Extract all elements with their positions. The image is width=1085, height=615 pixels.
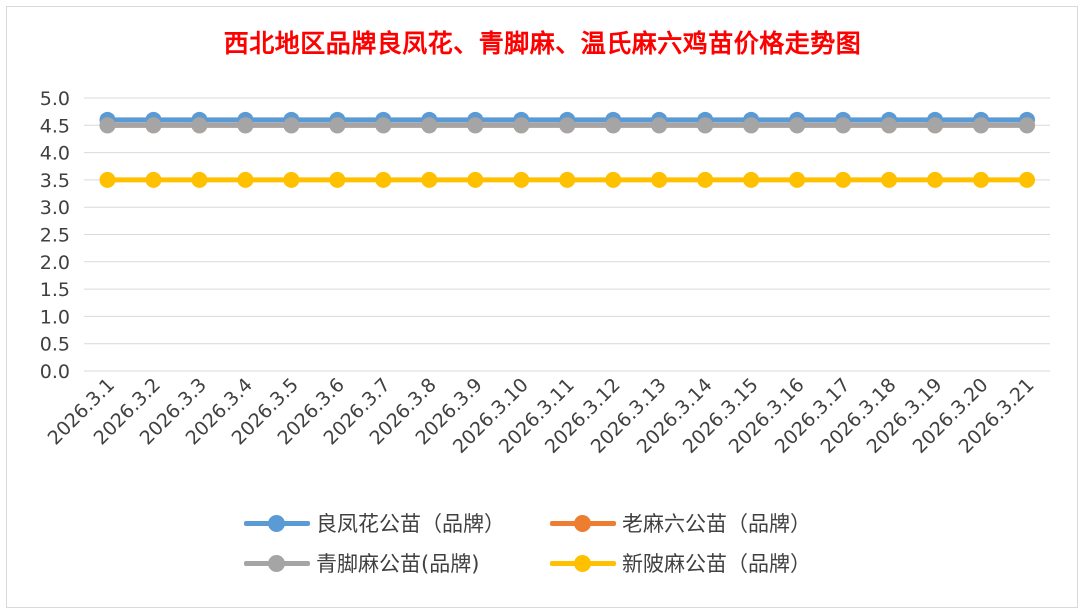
chart-title: 西北地区品牌良凤花、青脚麻、温氏麻六鸡苗价格走势图 bbox=[223, 29, 862, 58]
legend-item-xinpima: 新陂麻公苗（品牌） bbox=[550, 548, 811, 578]
data-point bbox=[605, 171, 622, 188]
data-point bbox=[559, 117, 576, 134]
data-point bbox=[375, 117, 392, 134]
data-point bbox=[329, 171, 346, 188]
data-point bbox=[191, 171, 208, 188]
data-point bbox=[927, 117, 944, 134]
legend-swatch-laomaliu bbox=[550, 508, 616, 538]
y-tick-label: 1.5 bbox=[40, 279, 70, 301]
legend-label-liangfenghua: 良凤花公苗（品牌） bbox=[316, 512, 505, 536]
data-point bbox=[467, 117, 484, 134]
legend-marker bbox=[268, 515, 285, 532]
data-point bbox=[789, 171, 806, 188]
legend-swatch-liangfenghua bbox=[244, 508, 310, 538]
y-tick-label: 5.0 bbox=[40, 88, 70, 110]
y-tick-label: 4.0 bbox=[40, 143, 70, 165]
data-point bbox=[513, 117, 530, 134]
data-point bbox=[973, 117, 990, 134]
legend-marker bbox=[574, 515, 591, 532]
data-point bbox=[881, 171, 898, 188]
data-point bbox=[605, 117, 622, 134]
y-tick-label: 0.5 bbox=[40, 334, 70, 356]
data-point bbox=[283, 171, 300, 188]
data-point bbox=[145, 117, 162, 134]
legend-marker bbox=[574, 555, 591, 572]
data-point bbox=[513, 171, 530, 188]
y-tick-label: 3.5 bbox=[40, 170, 70, 192]
data-point bbox=[421, 117, 438, 134]
data-point bbox=[99, 171, 116, 188]
data-point bbox=[329, 117, 346, 134]
data-point bbox=[283, 117, 300, 134]
data-point bbox=[835, 171, 852, 188]
legend-marker bbox=[268, 555, 285, 572]
chart-frame bbox=[6, 6, 1078, 608]
data-point bbox=[789, 117, 806, 134]
data-point bbox=[375, 171, 392, 188]
y-tick-label: 2.5 bbox=[40, 225, 70, 247]
data-point bbox=[421, 171, 438, 188]
data-point bbox=[467, 171, 484, 188]
data-point bbox=[237, 117, 254, 134]
data-point bbox=[743, 171, 760, 188]
y-tick-label: 2.0 bbox=[40, 252, 70, 274]
data-point bbox=[743, 117, 760, 134]
data-point bbox=[927, 171, 944, 188]
legend-item-qingjiaoma: 青脚麻公苗(品牌) bbox=[244, 548, 479, 578]
y-tick-label: 4.5 bbox=[40, 115, 70, 137]
data-point bbox=[881, 117, 898, 134]
data-point bbox=[973, 171, 990, 188]
data-point bbox=[697, 117, 714, 134]
legend-label-laomaliu: 老麻六公苗（品牌） bbox=[622, 512, 811, 536]
data-point bbox=[191, 117, 208, 134]
data-point bbox=[99, 117, 116, 134]
legend-item-laomaliu: 老麻六公苗（品牌） bbox=[550, 508, 811, 538]
data-point bbox=[1019, 171, 1035, 188]
y-tick-label: 3.0 bbox=[40, 197, 70, 219]
data-point bbox=[145, 171, 162, 188]
data-point bbox=[1019, 117, 1035, 134]
y-tick-label: 0.0 bbox=[40, 361, 70, 383]
data-point bbox=[651, 171, 668, 188]
data-point bbox=[559, 171, 576, 188]
legend-label-qingjiaoma: 青脚麻公苗(品牌) bbox=[316, 552, 480, 576]
legend-swatch-xinpima bbox=[550, 548, 616, 578]
data-point bbox=[237, 171, 254, 188]
legend-label-xinpima: 新陂麻公苗（品牌） bbox=[622, 552, 811, 576]
y-tick-label: 1.0 bbox=[40, 306, 70, 328]
line-chart-plot: 0.00.51.01.52.02.53.03.54.04.55.02026.3.… bbox=[40, 88, 1050, 458]
data-point bbox=[697, 171, 714, 188]
legend-swatch-qingjiaoma bbox=[244, 548, 310, 578]
data-point bbox=[835, 117, 852, 134]
legend-item-liangfenghua: 良凤花公苗（品牌） bbox=[244, 508, 505, 538]
data-point bbox=[651, 117, 668, 134]
